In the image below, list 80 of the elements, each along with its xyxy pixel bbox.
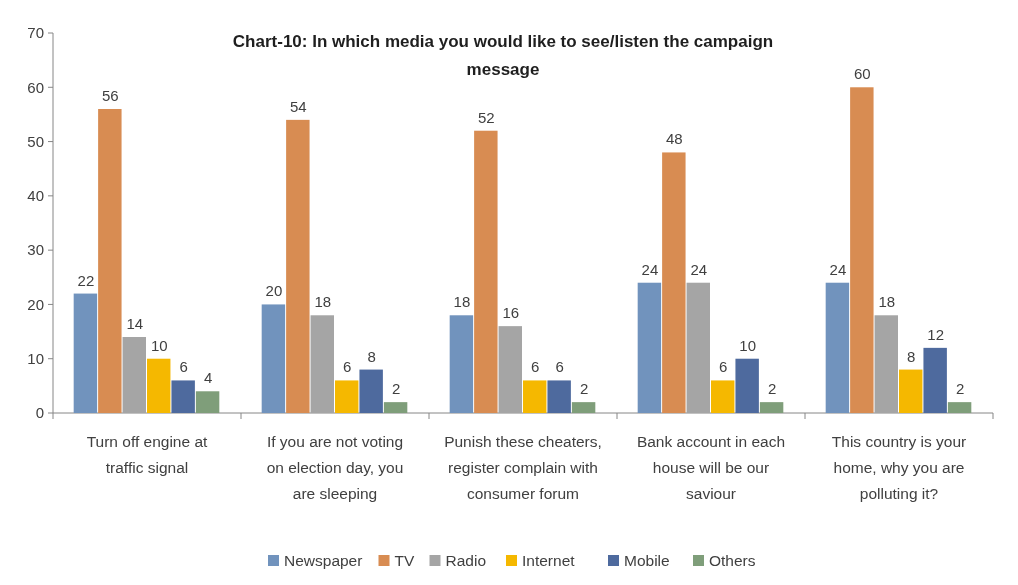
data-label: 10 — [150, 336, 168, 354]
data-label: 18 — [314, 293, 332, 311]
data-label: 2 — [579, 380, 589, 398]
bar — [899, 369, 923, 413]
bar — [122, 337, 146, 413]
legend-label: TV — [394, 552, 415, 569]
data-label: 24 — [690, 260, 708, 278]
bar — [523, 380, 547, 413]
data-label: 22 — [77, 271, 95, 289]
bar — [947, 402, 972, 413]
data-label: 6 — [555, 358, 564, 376]
data-label: 6 — [531, 358, 540, 376]
bar — [759, 402, 784, 413]
data-label: 14 — [126, 315, 144, 332]
data-label: 18 — [453, 293, 471, 311]
data-label: 6 — [719, 358, 728, 376]
bar — [850, 87, 874, 413]
data-label: 54 — [290, 97, 307, 115]
data-label: 8 — [907, 347, 916, 365]
bar — [686, 282, 710, 413]
data-label: 48 — [666, 130, 683, 148]
legend-label: Newspaper — [284, 552, 363, 569]
data-label: 4 — [203, 369, 213, 387]
bar — [923, 347, 947, 413]
data-label: 8 — [367, 347, 376, 365]
bar — [825, 282, 850, 413]
bar — [359, 369, 383, 413]
data-label: 52 — [478, 108, 495, 126]
bar — [547, 380, 571, 413]
data-label: 2 — [391, 380, 401, 398]
data-label: 6 — [179, 358, 188, 376]
legend-label: Mobile — [624, 552, 670, 569]
y-tick-label: 60 — [27, 78, 44, 96]
legend-label: Internet — [522, 552, 576, 569]
y-tick-label: 30 — [27, 241, 44, 259]
data-label: 2 — [955, 380, 965, 398]
data-label: 2 — [767, 380, 777, 398]
data-label: 12 — [927, 325, 944, 343]
y-tick-label: 0 — [35, 404, 44, 422]
y-tick-label: 50 — [27, 132, 44, 150]
bar — [383, 402, 408, 413]
y-tick-label: 40 — [27, 187, 44, 205]
y-tick-label: 20 — [27, 295, 44, 313]
x-tick-label: Bank account in each house will be our saviour — [636, 433, 786, 502]
legend-label: Others — [709, 552, 756, 569]
bar — [286, 119, 310, 413]
bar — [335, 380, 359, 413]
y-tick-label: 70 — [27, 24, 44, 42]
bar — [171, 380, 195, 413]
data-label: 24 — [829, 260, 847, 278]
x-tick-label: Turn off engine at traffic signal — [86, 433, 209, 476]
data-label: 24 — [641, 260, 659, 278]
data-label: 20 — [265, 282, 283, 300]
bar — [637, 282, 662, 413]
y-tick-label: 10 — [27, 349, 44, 367]
bar — [874, 315, 898, 413]
legend-label: Radio — [445, 552, 486, 569]
x-tick-label: This country is your home, why you are polluting it? — [831, 433, 967, 502]
text: Chart-10: In which media you would like to see/listen the campaign message — [232, 32, 774, 79]
bar — [498, 326, 522, 413]
data-label: 6 — [343, 358, 352, 376]
bar — [571, 402, 596, 413]
data-label: 16 — [502, 304, 520, 322]
bar — [98, 109, 122, 413]
x-tick-label: If you are not voting on election day, you are sleeping — [266, 433, 404, 502]
bar — [310, 315, 334, 413]
bar — [662, 152, 686, 413]
bar — [195, 391, 220, 413]
bar — [449, 315, 474, 413]
bar — [735, 358, 759, 413]
data-label: 10 — [739, 336, 756, 354]
data-label: 60 — [854, 65, 871, 83]
bar — [711, 380, 735, 413]
data-label: 18 — [878, 293, 896, 311]
bar — [73, 293, 98, 413]
bar — [474, 130, 498, 413]
data-label: 56 — [102, 87, 119, 104]
bar — [147, 358, 171, 413]
x-tick-label: Punish these cheaters, register complain with consumer forum — [444, 433, 602, 502]
bar — [261, 304, 286, 413]
